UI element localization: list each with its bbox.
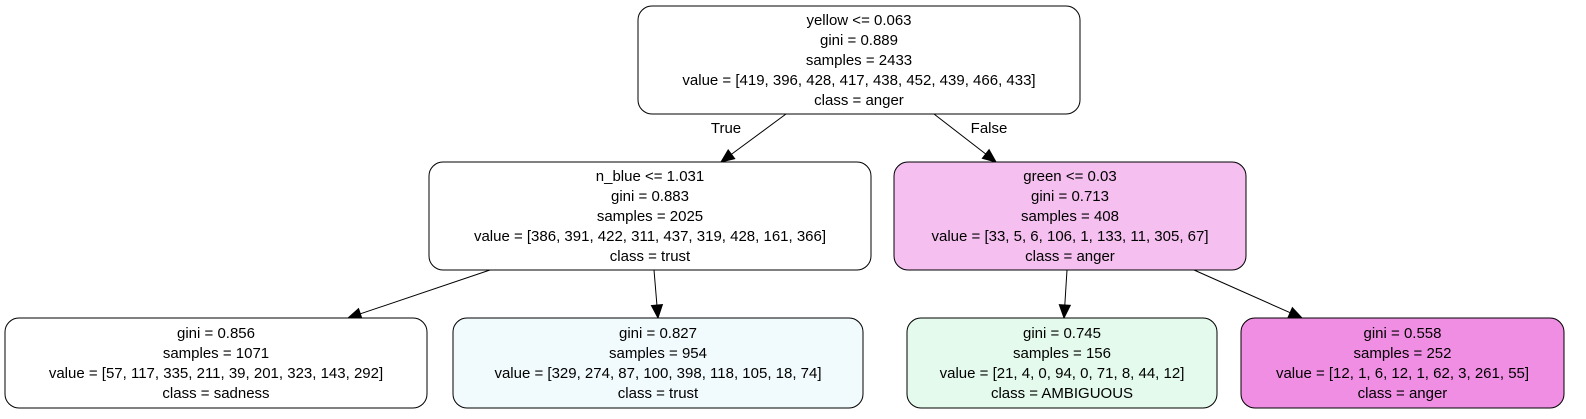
node-text-line: class = AMBIGUOUS	[991, 385, 1133, 402]
node-box	[452, 317, 864, 409]
node-text-line: value = [419, 396, 428, 417, 438, 452, 4…	[682, 72, 1035, 89]
node-text-line: value = [33, 5, 6, 106, 1, 133, 11, 305,…	[931, 228, 1208, 245]
edge-n0-n2: False	[933, 113, 1008, 163]
node-text-line: samples = 1071	[163, 345, 269, 362]
arrowhead	[1287, 306, 1304, 319]
node-text-line: samples = 252	[1354, 345, 1452, 362]
node-box	[906, 317, 1218, 409]
node-text-line: samples = 408	[1021, 208, 1119, 225]
arrowhead	[650, 304, 664, 320]
edge-n2-n5	[1058, 269, 1072, 320]
node-text-line: yellow <= 0.063	[806, 12, 911, 29]
edge-n1-n3	[346, 269, 491, 320]
node-text-line: green <= 0.03	[1023, 168, 1116, 185]
edge-line	[933, 113, 987, 155]
tree-node-n2: green <= 0.03 gini = 0.713 samples = 408 va…	[893, 161, 1247, 271]
tree-node-n3: gini = 0.856 samples = 1071 value = [57, 1…	[4, 317, 428, 409]
node-text-line: class = trust	[618, 385, 699, 402]
arrowhead	[719, 148, 736, 163]
node-text-line: value = [329, 274, 87, 100, 398, 118, 10…	[494, 365, 821, 382]
tree-node-n5: gini = 0.745 samples = 156 value = [21, 4,…	[906, 317, 1218, 409]
node-text-line: gini = 0.558	[1364, 325, 1442, 342]
nodes-layer: yellow <= 0.063 gini = 0.889 samples = 243…	[4, 5, 1565, 409]
arrowhead	[346, 307, 363, 320]
tree-node-n4: gini = 0.827 samples = 954 value = [329, 2…	[452, 317, 864, 409]
arrowhead	[1058, 304, 1072, 320]
arrowhead	[981, 148, 998, 163]
edge-line	[731, 113, 787, 155]
node-text-line: value = [57, 117, 335, 211, 39, 201, 323…	[49, 365, 383, 382]
tree-node-n0: yellow <= 0.063 gini = 0.889 samples = 243…	[637, 5, 1081, 115]
edge-label: False	[971, 120, 1008, 137]
node-text-line: gini = 0.856	[177, 325, 255, 342]
edge-n2-n6	[1193, 269, 1304, 319]
node-text-line: samples = 156	[1013, 345, 1111, 362]
edge-label: True	[711, 120, 741, 137]
node-box	[428, 161, 872, 271]
node-text-line: samples = 2433	[806, 52, 912, 69]
node-text-line: samples = 2025	[597, 208, 703, 225]
node-text-line: class = trust	[610, 248, 691, 265]
edge-line	[1193, 269, 1291, 314]
node-text-line: n_blue <= 1.031	[596, 168, 704, 185]
node-box	[4, 317, 428, 409]
node-box	[1240, 317, 1565, 409]
node-text-line: value = [21, 4, 0, 94, 0, 71, 8, 44, 12]	[940, 365, 1185, 382]
edge-n1-n4	[650, 269, 664, 320]
node-text-line: value = [12, 1, 6, 12, 1, 62, 3, 261, 55…	[1276, 365, 1529, 382]
node-text-line: class = anger	[1025, 248, 1115, 265]
node-text-line: gini = 0.889	[820, 32, 898, 49]
node-text-line: gini = 0.883	[611, 188, 689, 205]
node-text-line: value = [386, 391, 422, 311, 437, 319, 4…	[474, 228, 826, 245]
edge-line	[653, 269, 658, 306]
node-box	[893, 161, 1247, 271]
node-text-line: class = sadness	[162, 385, 269, 402]
node-text-line: class = anger	[814, 92, 904, 109]
node-text-line: class = anger	[1358, 385, 1448, 402]
node-text-line: gini = 0.713	[1031, 188, 1109, 205]
node-box	[637, 5, 1081, 115]
node-text-line: gini = 0.745	[1023, 325, 1101, 342]
edge-line	[1064, 269, 1068, 306]
tree-node-n6: gini = 0.558 samples = 252 value = [12, 1,…	[1240, 317, 1565, 409]
node-text-line: gini = 0.827	[619, 325, 697, 342]
node-text-line: samples = 954	[609, 345, 707, 362]
edge-line	[360, 269, 491, 315]
edge-n0-n1: True	[711, 113, 787, 163]
tree-node-n1: n_blue <= 1.031 gini = 0.883 samples = 202…	[428, 161, 872, 271]
